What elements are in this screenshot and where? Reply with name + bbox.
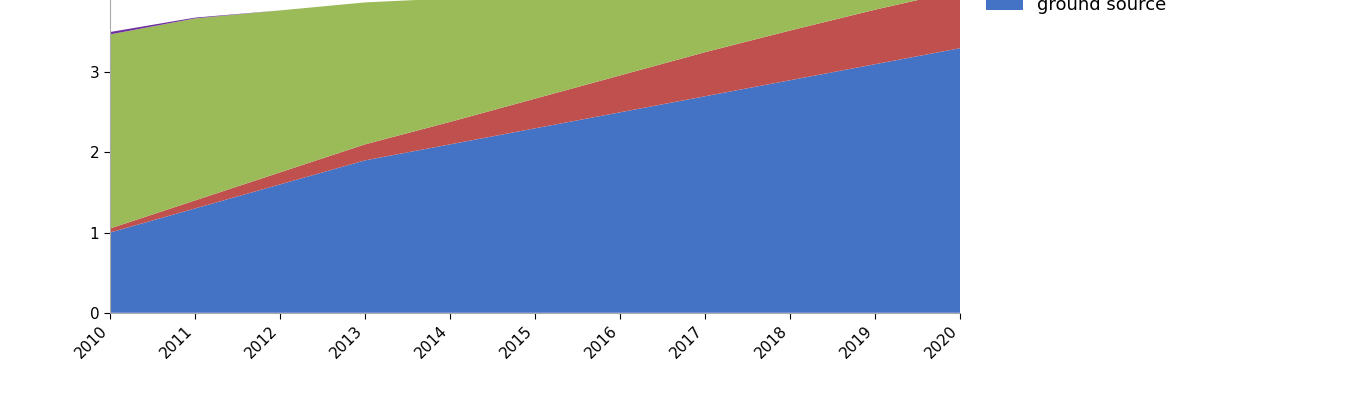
Legend: air/water, ground source: air/water, ground source	[986, 0, 1166, 14]
